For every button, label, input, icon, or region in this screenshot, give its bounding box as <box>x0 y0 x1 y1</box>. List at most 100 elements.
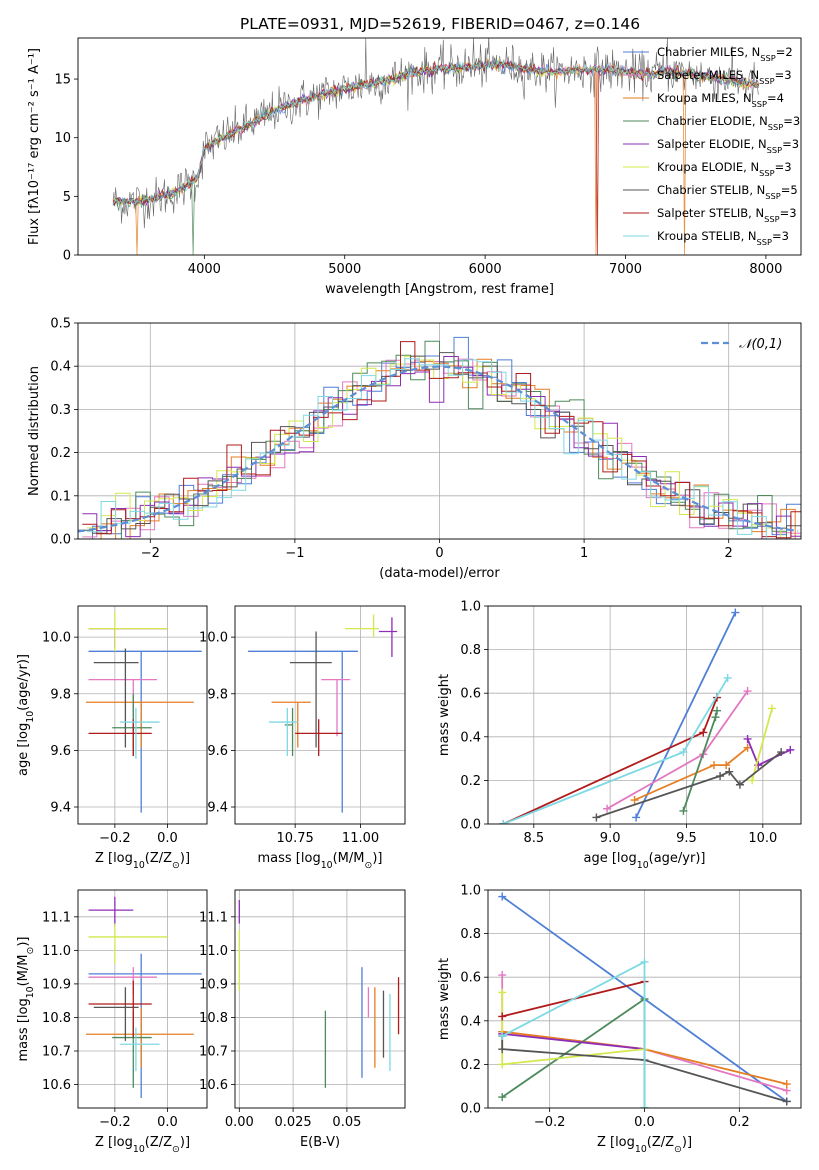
normal-reference-curve <box>78 365 799 533</box>
y-axis-label: Flux [fλ10⁻¹⁷ erg cm⁻² s⁻¹ A⁻¹] <box>27 48 42 245</box>
errorbar-chabrier-miles <box>88 953 202 1098</box>
errorbar-salpeter-stelib <box>88 980 152 1038</box>
y-tick-label: 11.1 <box>199 910 228 925</box>
hist-kroupa-stelib <box>86 358 801 539</box>
massweight-vs-age-panel: 8.5 9.0 9.5 10.0 0.0 0.2 0.4 0.6 0.8 1.0 age [log1… <box>437 600 802 871</box>
x-tick-label: −0.2 <box>99 1115 131 1130</box>
errorbar-salpeter-stelib <box>88 719 152 757</box>
model-chabrier-elodie <box>112 59 759 255</box>
y-tick-label: 0.2 <box>460 774 481 789</box>
x-tick-label: 0 <box>435 546 443 561</box>
series-line <box>501 992 645 1066</box>
data-point <box>725 767 734 776</box>
series-line <box>751 708 773 781</box>
errorbar-chabrier-stelib <box>289 631 332 748</box>
data-point <box>640 1104 649 1108</box>
x-tick-label: 8.5 <box>523 831 544 846</box>
spectrum-plot-area <box>112 38 760 255</box>
y-tick-label: 10.6 <box>199 1078 228 1093</box>
x-tick-label: 7000 <box>609 262 642 277</box>
y-tick-label: 9.8 <box>50 687 71 702</box>
y-tick-label: 10.7 <box>42 1044 71 1059</box>
y-tick-label: 11.0 <box>199 944 228 959</box>
data-point <box>723 673 732 682</box>
hist-salpeter-stelib <box>82 341 801 539</box>
axes-frame <box>234 605 406 825</box>
data-point <box>782 1080 791 1089</box>
data-point <box>632 813 641 822</box>
errorbar-kroupa-elodie <box>88 611 168 652</box>
y-tick-label: 0.0 <box>460 1102 481 1117</box>
x-axis-label: wavelength [Angstrom, rest frame] <box>325 282 554 297</box>
data-point <box>709 761 718 770</box>
data-point <box>498 971 507 980</box>
data-point <box>499 820 508 824</box>
y-tick-label: 0.1 <box>50 489 71 504</box>
age-vs-z-panel: −0.2 0.0 9.4 9.6 9.8 10.0 Z [log10(Z/Z⊙)] age [… <box>16 605 208 871</box>
data-point <box>679 806 688 815</box>
y-tick-label: 9.6 <box>50 744 71 759</box>
axes-frame <box>77 889 208 1109</box>
hist-chabrier-stelib <box>78 352 801 534</box>
y-tick-label: 0.6 <box>460 971 481 986</box>
x-tick-label: −1 <box>285 546 304 561</box>
massweight-vs-z-panel: −0.2 0.0 0.2 0.0 0.2 0.4 0.6 0.8 1.0 Z [log10(Z/Z… <box>437 884 802 1155</box>
y-tick-label: 0.4 <box>50 360 71 375</box>
x-tick-label: 0.0 <box>634 1115 655 1130</box>
data-point <box>498 1045 507 1054</box>
y-tick-label: 0 <box>63 249 71 264</box>
legend-entry: Salpeter STELIB, NSSP=3 <box>657 206 797 224</box>
series-kroupa-stelib <box>498 957 649 1108</box>
data-point <box>630 796 639 805</box>
y-tick-label: 10.8 <box>199 1011 228 1026</box>
spectrum-legend: Chabrier MILES, NSSP=2 Salpeter MILES, NS… <box>623 45 800 247</box>
legend-entry: Kroupa STELIB, NSSP=3 <box>657 229 789 247</box>
data-point <box>498 1060 507 1069</box>
x-axis-label: Z [log10(Z/Z⊙)] <box>597 1135 692 1155</box>
y-tick-label: 0.6 <box>460 687 481 702</box>
data-point <box>498 892 507 901</box>
x-axis-label: age [log10(age/yr)] <box>584 851 706 871</box>
errorbar-chabrier-elodie <box>112 1010 152 1088</box>
age-vs-mass-plot-area <box>235 606 405 824</box>
series-chabrier-elodie <box>679 706 722 815</box>
data-point <box>786 745 795 754</box>
observed-spectrum <box>112 38 759 229</box>
data-point <box>498 1093 507 1102</box>
y-tick-label: 0.2 <box>50 446 71 461</box>
hist-chabrier-elodie <box>78 340 801 539</box>
legend-entry: Chabrier STELIB, NSSP=5 <box>657 183 798 201</box>
data-point <box>498 1012 507 1021</box>
x-tick-label: 0.025 <box>274 1115 311 1130</box>
data-point <box>711 713 720 722</box>
errorbar-chabrier-elodie <box>112 693 152 757</box>
y-tick-label: 10.9 <box>42 977 71 992</box>
errorbar-chabrier-miles <box>88 650 202 813</box>
y-tick-label: 0.0 <box>460 818 481 833</box>
axes-frame <box>487 605 802 825</box>
x-tick-label: 0.0 <box>157 831 178 846</box>
errorbar-chabrier-stelib <box>93 987 139 1041</box>
series-line <box>501 997 646 1108</box>
data-point <box>498 1032 507 1041</box>
legend-entry: Salpeter ELODIE, NSSP=3 <box>657 137 799 155</box>
x-axis-label: E(B-V) <box>300 1135 340 1150</box>
legend-entry: Kroupa ELODIE, NSSP=3 <box>657 160 792 178</box>
data-point <box>592 813 601 822</box>
y-axis-label: mass [log10(M/M⊙)] <box>16 937 36 1062</box>
y-tick-label: 1.0 <box>460 600 481 615</box>
data-point <box>743 687 752 696</box>
axes-frame <box>77 322 802 540</box>
errorbar-salpeter-stelib <box>295 719 343 757</box>
x-tick-label: 9.0 <box>600 831 621 846</box>
residual-histogram-panel: −2 −1 0 1 2 0.0 0.1 0.2 0.3 0.4 0.5 (data-model)/er… <box>27 317 802 581</box>
legend-entry: 𝒩(0,1) <box>739 337 782 352</box>
errorbar-kroupa-stelib <box>120 1027 160 1072</box>
x-tick-label: −0.2 <box>534 1115 566 1130</box>
y-tick-label: 0.4 <box>460 1014 481 1029</box>
massweight-vs-z-plot-area <box>488 890 801 1108</box>
data-point <box>731 608 740 617</box>
legend-entry: Salpeter MILES, NSSP=3 <box>657 68 792 86</box>
legend-entry: Chabrier MILES, NSSP=2 <box>657 45 793 63</box>
series-salpeter-stelib <box>499 693 722 824</box>
